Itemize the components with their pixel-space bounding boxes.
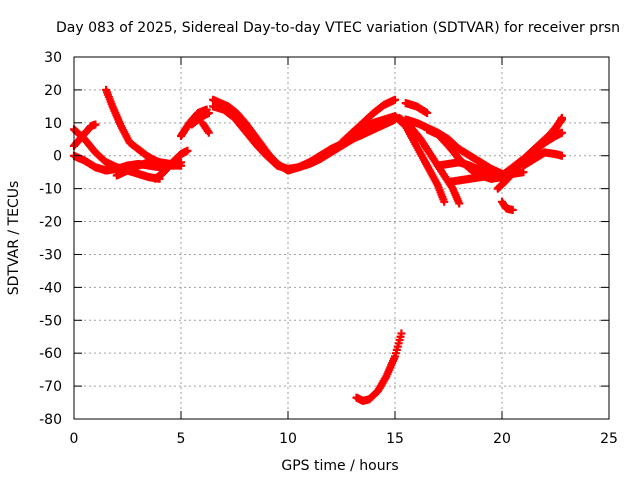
series-arc-25 (487, 113, 566, 183)
series-arc-12 (215, 99, 284, 170)
series-trace (349, 112, 398, 137)
chart-title: Day 083 of 2025, Sidereal Day-to-day VTE… (56, 20, 620, 36)
x-tick-label: 0 (70, 431, 79, 447)
y-tick-label: -60 (39, 346, 62, 362)
series-trace (152, 147, 191, 183)
y-tick-label: 20 (44, 83, 62, 99)
ticks: -80 -70 -60 -50 -40 -30 -20 -10 0 10 20 30 0 5 10 15 20 2… (39, 50, 618, 447)
plot-frame (73, 56, 610, 420)
series-arc-16 (401, 99, 432, 117)
y-axis-label: SDTVAR / TECUs (6, 181, 22, 296)
x-tick-label: 20 (493, 431, 511, 447)
series-arc-23 (498, 197, 517, 215)
series-arc-15 (352, 329, 406, 405)
data-points (70, 85, 566, 405)
series-arc-8 (187, 108, 213, 129)
y-tick-label: -50 (39, 313, 62, 329)
series-trace (199, 120, 212, 136)
x-axis-label: GPS time / hours (281, 458, 398, 474)
x-tick-label: 5 (177, 431, 186, 447)
y-tick-label: -30 (39, 247, 62, 263)
y-tick-label: 10 (44, 116, 62, 132)
series-arc-13 (337, 95, 399, 147)
series-trace (488, 115, 566, 183)
y-tick-label: 0 (53, 149, 62, 165)
y-tick-label: -20 (39, 215, 62, 231)
y-tick-label: 30 (44, 50, 62, 66)
series-trace (188, 109, 212, 128)
series-trace (520, 148, 566, 169)
y-tick-label: -40 (39, 280, 62, 296)
y-tick-label: -80 (39, 412, 62, 428)
y-tick-label: -10 (39, 182, 62, 198)
series-arc-6 (151, 146, 192, 183)
series-trace (499, 199, 516, 214)
series-trace (353, 332, 405, 405)
x-tick-label: 10 (279, 431, 297, 447)
series-arc-9 (198, 118, 213, 137)
series-arc-26 (519, 148, 566, 170)
series-trace (402, 99, 431, 117)
x-tick-label: 25 (600, 431, 618, 447)
series-trace (216, 99, 283, 169)
y-tick-label: -70 (39, 379, 62, 395)
x-tick-label: 15 (386, 431, 404, 447)
